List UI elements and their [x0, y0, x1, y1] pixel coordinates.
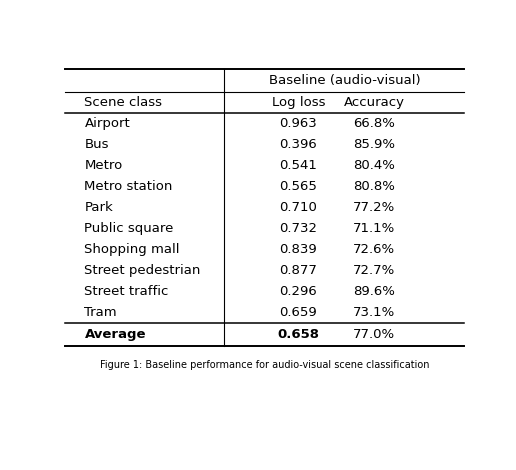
- Text: 0.658: 0.658: [278, 328, 319, 341]
- Text: 72.7%: 72.7%: [353, 264, 396, 277]
- Text: Figure 1: Baseline performance for audio-visual scene classification: Figure 1: Baseline performance for audio…: [100, 360, 429, 370]
- Text: Shopping mall: Shopping mall: [85, 243, 180, 256]
- Text: Park: Park: [85, 201, 113, 214]
- Text: Street traffic: Street traffic: [85, 285, 169, 298]
- Text: Metro station: Metro station: [85, 180, 173, 193]
- Text: Airport: Airport: [85, 117, 130, 130]
- Text: Baseline (audio-visual): Baseline (audio-visual): [269, 74, 420, 87]
- Text: 0.396: 0.396: [280, 138, 317, 151]
- Text: 0.659: 0.659: [280, 306, 317, 319]
- Text: 66.8%: 66.8%: [353, 117, 395, 130]
- Text: 0.541: 0.541: [280, 159, 317, 172]
- Text: Metro: Metro: [85, 159, 123, 172]
- Text: 0.565: 0.565: [280, 180, 317, 193]
- Text: 0.296: 0.296: [280, 285, 317, 298]
- Text: 0.732: 0.732: [280, 222, 317, 235]
- Text: Average: Average: [85, 328, 146, 341]
- Text: 72.6%: 72.6%: [353, 243, 395, 256]
- Text: Accuracy: Accuracy: [344, 96, 405, 109]
- Text: 80.4%: 80.4%: [353, 159, 395, 172]
- Text: 77.2%: 77.2%: [353, 201, 396, 214]
- Text: 85.9%: 85.9%: [353, 138, 395, 151]
- Text: 0.877: 0.877: [280, 264, 317, 277]
- Text: Public square: Public square: [85, 222, 174, 235]
- Text: 77.0%: 77.0%: [353, 328, 395, 341]
- Text: Street pedestrian: Street pedestrian: [85, 264, 201, 277]
- Text: Log loss: Log loss: [272, 96, 325, 109]
- Text: Bus: Bus: [85, 138, 109, 151]
- Text: 73.1%: 73.1%: [353, 306, 396, 319]
- Text: 80.8%: 80.8%: [353, 180, 395, 193]
- Text: 0.963: 0.963: [280, 117, 317, 130]
- Text: Scene class: Scene class: [85, 96, 163, 109]
- Text: 89.6%: 89.6%: [353, 285, 395, 298]
- Text: 0.839: 0.839: [280, 243, 317, 256]
- Text: Tram: Tram: [85, 306, 117, 319]
- Text: 0.710: 0.710: [280, 201, 317, 214]
- Text: 71.1%: 71.1%: [353, 222, 396, 235]
